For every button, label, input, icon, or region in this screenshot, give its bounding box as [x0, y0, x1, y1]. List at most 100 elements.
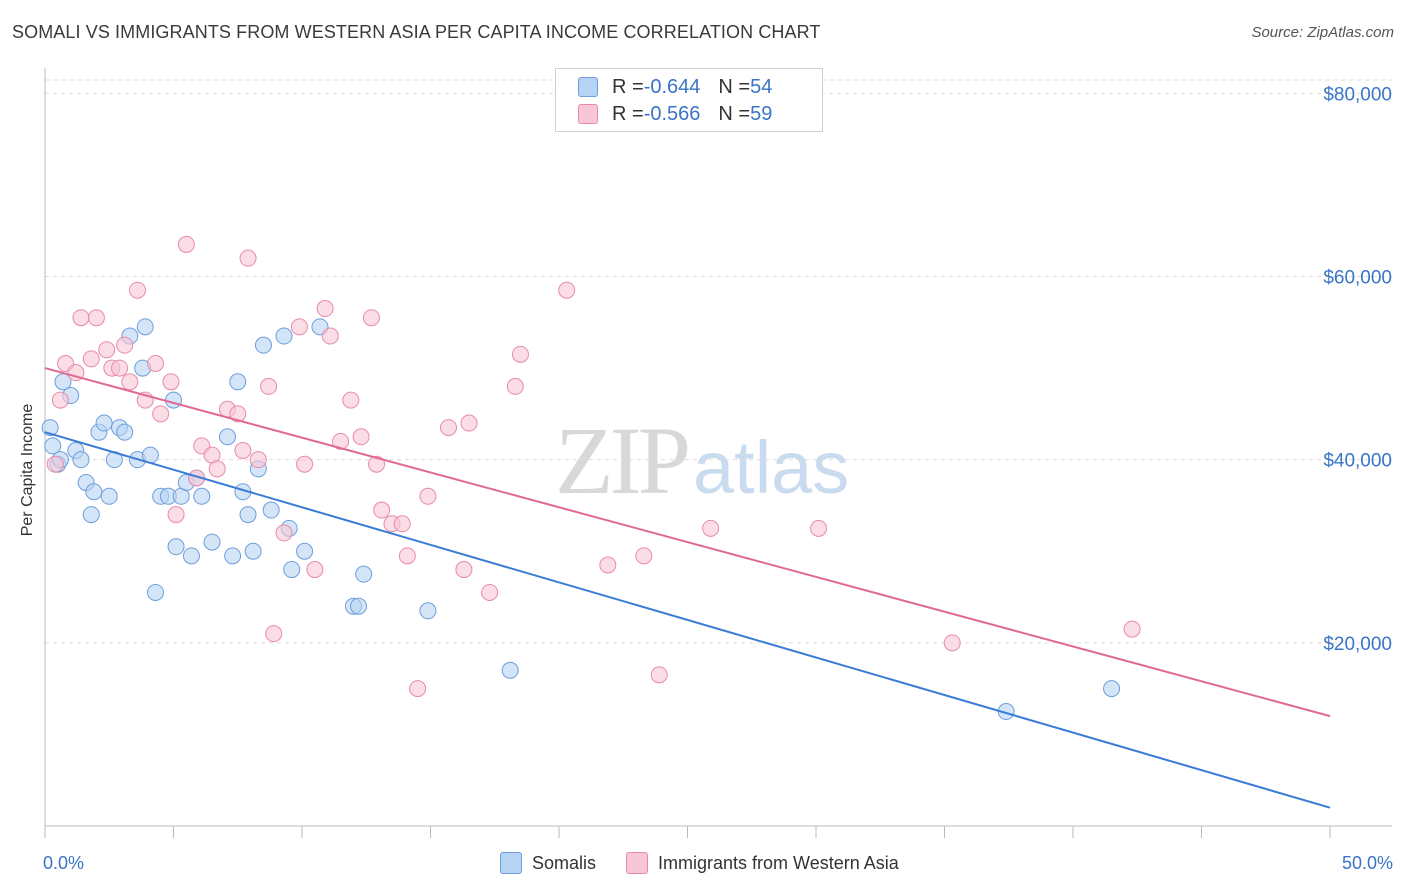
western-asia-point	[398, 547, 416, 565]
western-asia-trend-line	[44, 367, 1331, 718]
somalis-point	[136, 318, 154, 336]
western-asia-point	[152, 405, 170, 423]
legend-n-label: N =	[718, 102, 751, 125]
western-asia-point	[419, 487, 437, 505]
y-tick-label: $80,000	[1323, 84, 1392, 105]
somalis-point	[165, 391, 182, 409]
western-asia-point	[208, 460, 226, 478]
somalis-point	[283, 561, 301, 579]
somalis-point	[167, 538, 185, 556]
western-asia-point	[290, 318, 308, 336]
western-asia-point	[409, 680, 427, 698]
somalis-point	[419, 602, 437, 620]
legend-row-western-asia: R = -0.566 N = 59	[578, 102, 772, 126]
western-asia-point	[234, 442, 252, 459]
legend-row-somalis: R = -0.644 N = 54	[578, 75, 772, 99]
somalis-point	[239, 506, 257, 524]
y-axis-label: Per Capita Income	[19, 403, 36, 537]
somalis-point	[296, 542, 314, 560]
series-legend: Somalis Immigrants from Western Asia	[500, 852, 929, 874]
western-asia-point	[129, 281, 147, 299]
legend-r-label: R =	[612, 102, 644, 125]
x-tick-label: 50.0%	[1342, 853, 1393, 873]
somalis-point	[355, 565, 373, 583]
legend-item-western-asia[interactable]: Immigrants from Western Asia	[626, 852, 899, 874]
somalis-point	[224, 547, 242, 565]
western-asia-point	[260, 377, 278, 395]
watermark: ZIPatlas	[555, 405, 849, 516]
western-asia-point	[455, 561, 473, 579]
somalis-point	[116, 423, 134, 441]
legend-item-somalis[interactable]: Somalis	[500, 852, 596, 874]
western-asia-point	[943, 634, 961, 652]
y-tick-label: $60,000	[1323, 267, 1392, 288]
western-asia-point	[229, 405, 247, 423]
somalis-point	[203, 533, 221, 551]
legend-swatch-pink	[578, 104, 598, 124]
legend-n-value: 54	[750, 75, 773, 98]
western-asia-point	[439, 419, 457, 437]
western-asia-point	[1123, 620, 1141, 638]
somalis-point	[147, 583, 165, 601]
western-asia-point	[481, 583, 499, 601]
western-asia-point	[275, 524, 293, 542]
western-asia-point	[810, 519, 828, 537]
western-asia-point	[87, 309, 105, 327]
western-asia-point	[167, 506, 185, 524]
somalis-point	[44, 437, 62, 455]
legend-r-label: R =	[612, 75, 644, 98]
western-asia-point	[162, 373, 180, 391]
somalis-point	[350, 597, 368, 615]
chart-title: SOMALI VS IMMIGRANTS FROM WESTERN ASIA P…	[12, 22, 821, 42]
x-tick-label: 0.0%	[43, 853, 84, 873]
western-asia-point	[72, 309, 90, 327]
legend-swatch-pink	[626, 852, 649, 874]
somalis-point	[501, 661, 519, 679]
somalis-point	[193, 487, 211, 505]
somalis-point	[254, 336, 272, 354]
legend-n-label: N =	[718, 75, 751, 98]
source-credit: Source: ZipAtlas.com	[1251, 24, 1394, 41]
western-asia-point	[599, 556, 617, 574]
y-tick-label: $40,000	[1323, 451, 1392, 472]
western-asia-point	[650, 666, 668, 684]
western-asia-point	[306, 561, 324, 579]
western-asia-point	[249, 451, 267, 469]
western-asia-point	[316, 300, 334, 318]
somalis-point	[1103, 680, 1121, 698]
western-asia-point	[362, 309, 380, 327]
western-asia-point	[265, 625, 283, 643]
somalis-trend-line	[44, 431, 1331, 809]
legend-r-value: -0.644	[643, 75, 701, 98]
correlation-legend: R = -0.644 N = 54 R = -0.566 N = 59	[555, 68, 823, 132]
somalis-point	[72, 451, 90, 469]
western-asia-point	[239, 249, 257, 267]
western-asia-point	[506, 377, 524, 395]
western-asia-point	[393, 515, 411, 533]
somalis-point	[85, 483, 103, 501]
somalis-point	[95, 414, 113, 432]
legend-label: Immigrants from Western Asia	[658, 852, 899, 873]
watermark-zip: ZIP	[555, 407, 691, 514]
western-asia-point	[116, 336, 134, 354]
western-asia-point	[558, 281, 576, 299]
somalis-point	[100, 487, 118, 505]
western-asia-point	[368, 455, 386, 473]
somalis-point	[182, 547, 200, 565]
western-asia-point	[296, 455, 314, 473]
western-asia-point	[332, 432, 350, 450]
legend-swatch-blue	[578, 77, 598, 97]
legend-r-value: -0.566	[643, 102, 701, 125]
western-asia-point	[321, 327, 339, 345]
western-asia-point	[342, 391, 360, 409]
western-asia-point	[121, 373, 139, 391]
y-tick-label: $20,000	[1323, 634, 1392, 655]
legend-label: Somalis	[532, 852, 597, 873]
western-asia-point	[147, 354, 165, 372]
somalis-point	[229, 373, 247, 391]
western-asia-point	[111, 359, 129, 377]
western-asia-point	[82, 350, 100, 368]
legend-swatch-blue	[500, 852, 522, 874]
western-asia-point	[46, 455, 64, 473]
